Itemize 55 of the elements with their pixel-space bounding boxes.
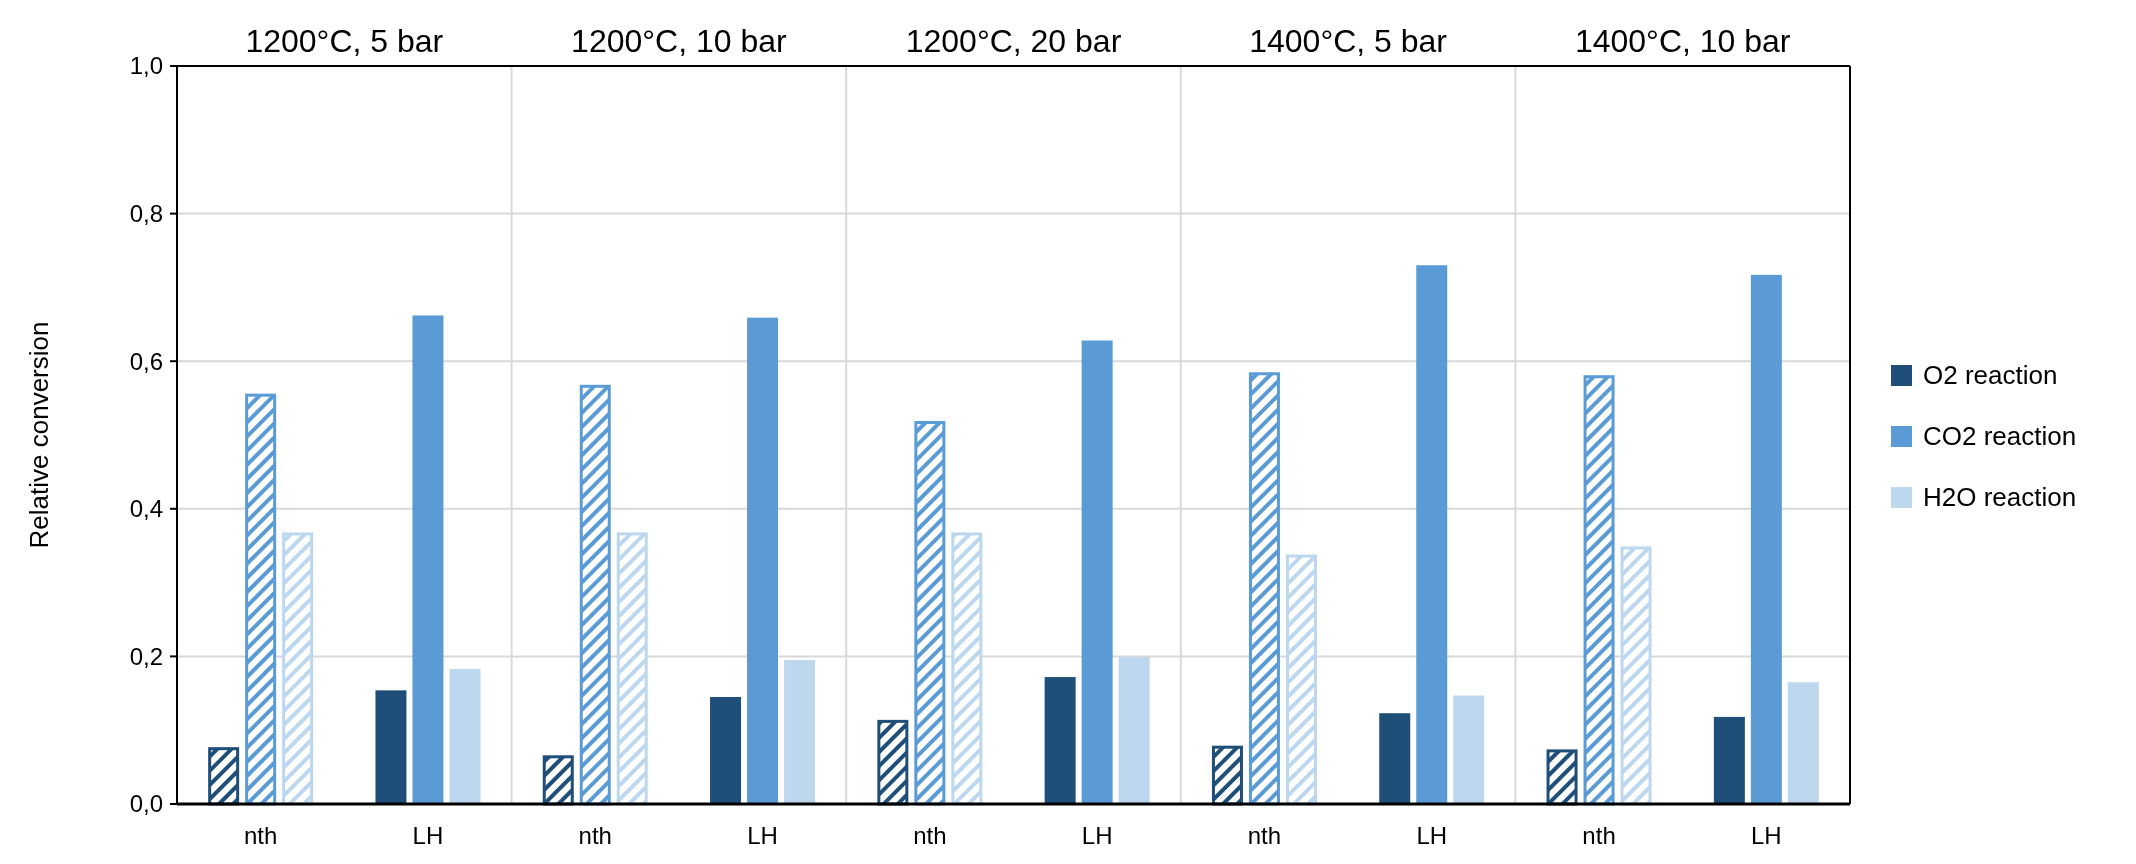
text: 1200°C, 10 bar — [571, 23, 788, 59]
bar — [784, 660, 816, 804]
legend-label: O2 reaction — [1923, 360, 2058, 391]
bar — [208, 747, 240, 806]
bar — [412, 315, 444, 804]
x-tick-label: LH — [1751, 822, 1782, 849]
x-tick-label: nth — [1247, 822, 1282, 849]
bar — [245, 393, 277, 806]
y-tick-label: 1,0 — [129, 52, 163, 80]
bar — [1081, 340, 1113, 804]
bar — [1453, 695, 1485, 804]
text: 1200°C, 5 bar — [245, 23, 444, 59]
bar — [877, 719, 909, 806]
bar — [1750, 274, 1782, 804]
bar — [1787, 682, 1819, 804]
x-tick-label: LH — [747, 822, 778, 849]
bar — [1248, 372, 1280, 806]
bar — [1416, 265, 1448, 804]
text: 1400°C, 10 bar — [1574, 23, 1791, 59]
x-tick-label: nth — [1582, 822, 1616, 849]
bar — [1620, 546, 1652, 806]
legend-label: CO2 reaction — [1923, 421, 2077, 452]
x-tick-label: LH — [1081, 822, 1113, 849]
bar — [542, 755, 574, 806]
x-tick-label: nth — [243, 822, 278, 849]
bar — [375, 690, 407, 804]
bar — [1285, 554, 1317, 806]
x-tick-label: nth — [578, 822, 612, 849]
text: 1400°C, 5 bar — [1249, 23, 1448, 59]
y-tick-label: 0,8 — [129, 200, 163, 227]
bar — [951, 532, 983, 806]
y-axis-title: Relative conversion — [24, 321, 54, 549]
y-tick-label: 0,6 — [129, 347, 163, 375]
bar — [710, 696, 742, 804]
y-tick-label: 0,2 — [129, 642, 163, 670]
bar — [914, 420, 946, 806]
x-tick-label: LH — [412, 822, 444, 849]
bar — [747, 317, 779, 804]
text: 1200°C, 20 bar — [905, 23, 1122, 59]
bar — [1118, 657, 1150, 804]
y-tick-label: 0,4 — [129, 495, 163, 523]
bar — [282, 532, 314, 806]
bar — [1546, 749, 1578, 806]
bar — [1211, 745, 1243, 806]
x-tick-label: nth — [913, 822, 947, 849]
bar — [1044, 677, 1076, 804]
bar — [1713, 716, 1745, 804]
bar — [1583, 375, 1615, 806]
bar — [1379, 713, 1411, 804]
y-tick-label: 0,0 — [129, 790, 163, 818]
bar — [449, 668, 481, 804]
legend-label: H2O reaction — [1923, 482, 2077, 513]
bar — [579, 384, 611, 806]
bar — [616, 532, 648, 806]
x-tick-label: LH — [1416, 822, 1448, 849]
